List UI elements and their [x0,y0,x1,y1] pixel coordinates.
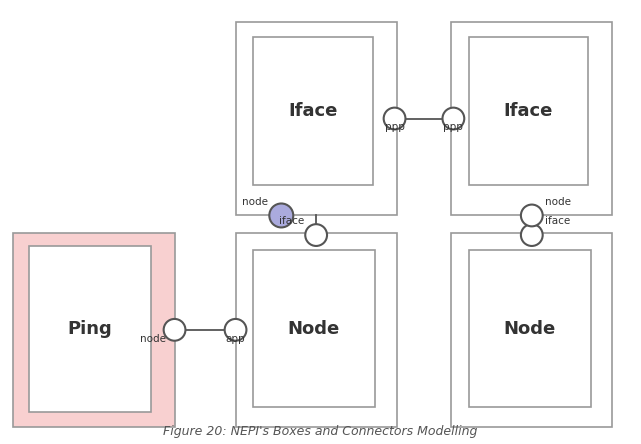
Text: node: node [242,197,268,207]
Text: node: node [545,197,571,207]
Text: Figure 20: NEPI's Boxes and Connectors Modelling: Figure 20: NEPI's Boxes and Connectors M… [163,424,478,438]
Text: ppp: ppp [444,122,463,131]
Circle shape [384,107,406,129]
Bar [253,37,373,185]
Bar [235,22,397,215]
Text: iface: iface [545,216,570,226]
Bar [469,250,590,407]
Circle shape [163,319,185,341]
Bar [451,233,612,427]
Circle shape [521,205,543,226]
Bar [235,233,397,427]
Circle shape [305,224,327,246]
Text: Ping: Ping [67,320,112,338]
Text: node: node [140,334,166,344]
Circle shape [521,224,543,246]
Text: Node: Node [288,320,340,338]
Text: ppp: ppp [385,122,404,131]
Bar [469,37,588,185]
Text: Iface: Iface [504,102,553,120]
Text: app: app [226,334,246,344]
Circle shape [442,107,464,129]
Bar [253,250,375,407]
Circle shape [269,203,294,227]
Text: Iface: Iface [288,102,338,120]
Bar [29,246,151,412]
Text: iface: iface [279,216,304,226]
Bar [13,233,174,427]
Bar [451,22,612,215]
Text: Node: Node [503,320,556,338]
Circle shape [224,319,246,341]
